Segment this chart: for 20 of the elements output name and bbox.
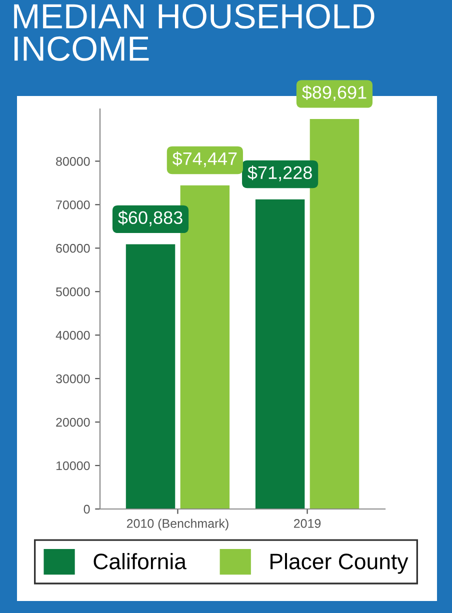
legend-label: Placer County [270, 553, 408, 574]
data-label: $89,691 [302, 85, 366, 101]
bar [126, 244, 176, 509]
bar [255, 199, 305, 509]
y-tick-label: 80000 [56, 156, 90, 166]
y-tick-label: 10000 [56, 461, 90, 470]
y-tick-label: 50000 [56, 287, 90, 296]
y-tick-label: 40000 [56, 330, 90, 340]
data-label: $74,447 [172, 152, 237, 168]
data-label: $71,228 [248, 166, 312, 182]
y-tick-label: 30000 [56, 374, 90, 384]
x-tick-label: 2019 [294, 519, 321, 528]
data-label: $60,883 [118, 210, 182, 226]
x-tick-label: 2010 (Benchmark) [126, 518, 228, 530]
y-tick-label: 70000 [56, 200, 90, 210]
chart-title: MEDIAN HOUSEHOLD INCOME [14, 4, 374, 61]
legend-label: California [94, 553, 186, 570]
y-tick-label: 60000 [56, 244, 90, 253]
y-tick-label: 20000 [56, 418, 90, 427]
y-tick-label: 0 [84, 504, 90, 514]
